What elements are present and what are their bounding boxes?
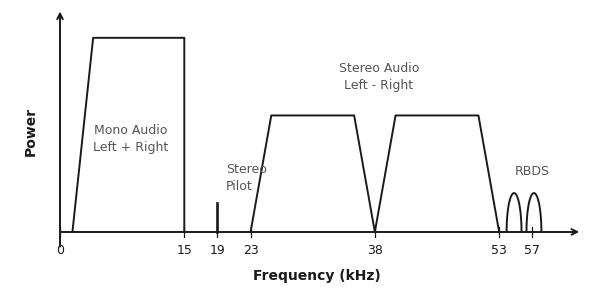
Text: 38: 38: [367, 244, 383, 257]
Text: 0: 0: [56, 244, 64, 257]
Text: 19: 19: [209, 244, 226, 257]
Text: Stereo Audio
Left - Right: Stereo Audio Left - Right: [339, 62, 419, 92]
Text: 23: 23: [242, 244, 259, 257]
Text: Stereo
Pilot: Stereo Pilot: [226, 163, 266, 193]
Text: 53: 53: [491, 244, 507, 257]
Text: RBDS: RBDS: [515, 164, 550, 177]
Text: Frequency (kHz): Frequency (kHz): [253, 269, 381, 283]
Text: 57: 57: [524, 244, 540, 257]
Text: Mono Audio
Left + Right: Mono Audio Left + Right: [93, 124, 168, 154]
Text: Power: Power: [24, 106, 38, 155]
Text: 15: 15: [176, 244, 192, 257]
